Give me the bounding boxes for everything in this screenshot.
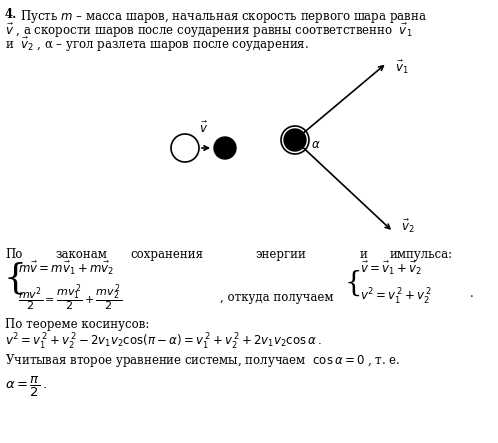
Text: По: По xyxy=(5,248,22,261)
Text: $v^2 = v_1^{\,2} + v_2^{\,2} - 2v_1 v_2 \cos(\pi - \alpha) = v_1^{\,2} + v_2^{\,: $v^2 = v_1^{\,2} + v_2^{\,2} - 2v_1 v_2 … xyxy=(5,332,322,352)
Text: $\vec{v}$ , а скорости шаров после соударения равны соответственно  $\vec{v}_1$: $\vec{v}$ , а скорости шаров после соуда… xyxy=(5,22,412,40)
Text: , откуда получаем: , откуда получаем xyxy=(220,291,334,304)
Text: 4.: 4. xyxy=(5,8,17,21)
Text: и: и xyxy=(360,248,368,261)
Text: {: { xyxy=(345,269,363,296)
Text: $\dfrac{mv^2}{2} = \dfrac{mv_1^{\,2}}{2} + \dfrac{mv_2^{\,2}}{2}$: $\dfrac{mv^2}{2} = \dfrac{mv_1^{\,2}}{2}… xyxy=(18,283,122,314)
Text: $m\vec{v} = m\vec{v}_1 + m\vec{v}_2$: $m\vec{v} = m\vec{v}_1 + m\vec{v}_2$ xyxy=(18,260,115,277)
Text: $\vec{v}$: $\vec{v}$ xyxy=(200,121,209,136)
Text: импульса:: импульса: xyxy=(390,248,453,261)
Text: $\vec{v}_1$: $\vec{v}_1$ xyxy=(395,59,408,77)
Text: $\alpha$: $\alpha$ xyxy=(311,139,321,152)
Text: {: { xyxy=(3,261,26,295)
Text: $\vec{v}_2$: $\vec{v}_2$ xyxy=(401,218,415,236)
Text: $v^2 = v_1^{\,2} + v_2^{\,2}$: $v^2 = v_1^{\,2} + v_2^{\,2}$ xyxy=(360,287,432,307)
Text: $\alpha = \dfrac{\pi}{2}\,.$: $\alpha = \dfrac{\pi}{2}\,.$ xyxy=(5,375,47,399)
Circle shape xyxy=(284,129,306,151)
Circle shape xyxy=(214,137,236,159)
Text: Пусть $m$ – масса шаров, начальная скорость первого шара равна: Пусть $m$ – масса шаров, начальная скоро… xyxy=(20,8,427,25)
Text: и  $\vec{v}_2$ , α – угол разлета шаров после соударения.: и $\vec{v}_2$ , α – угол разлета шаров п… xyxy=(5,36,309,54)
Text: По теореме косинусов:: По теореме косинусов: xyxy=(5,318,149,331)
Text: Учитывая второе уравнение системы, получаем  $\cos\alpha = 0$ , т. е.: Учитывая второе уравнение системы, получ… xyxy=(5,352,400,369)
Text: сохранения: сохранения xyxy=(130,248,203,261)
Text: законам: законам xyxy=(55,248,107,261)
Text: .: . xyxy=(470,287,474,300)
Text: энергии: энергии xyxy=(255,248,306,261)
Text: $\vec{v} = \vec{v}_1 + \vec{v}_2$: $\vec{v} = \vec{v}_1 + \vec{v}_2$ xyxy=(360,260,422,277)
